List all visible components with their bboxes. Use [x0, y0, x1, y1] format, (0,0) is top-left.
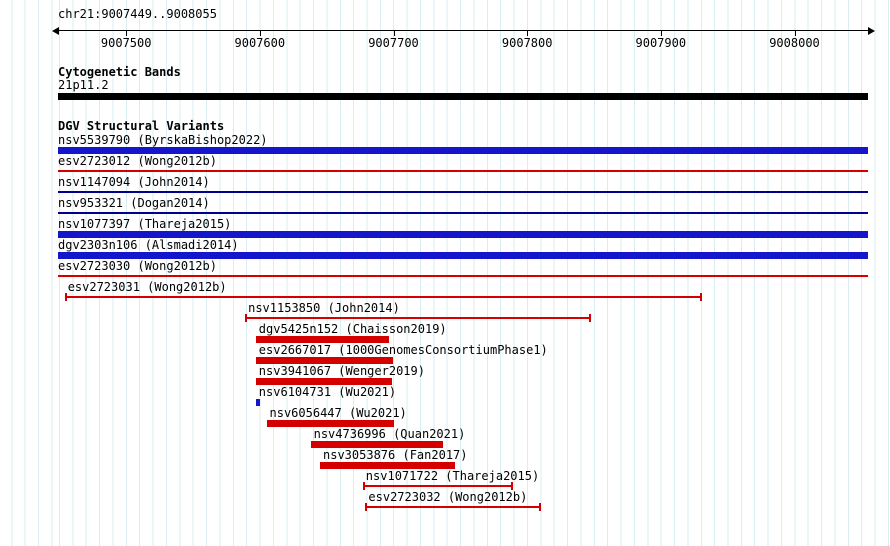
left-arrow-icon — [52, 27, 59, 35]
variant-end-tick — [700, 293, 703, 301]
variant-end-tick — [365, 503, 368, 511]
variant-end-tick — [64, 293, 67, 301]
variant-end-tick — [245, 314, 248, 322]
variant-bar[interactable] — [255, 378, 393, 385]
axis-tick-label: 9007600 — [234, 36, 286, 50]
axis-tick-label: 9007500 — [100, 36, 152, 50]
variant-bar[interactable] — [320, 462, 455, 469]
variant-bar[interactable] — [255, 357, 394, 364]
variant-bar[interactable] — [58, 231, 868, 238]
axis-tick — [126, 30, 128, 36]
variant-label[interactable]: nsv953321 (Dogan2014) — [58, 196, 210, 210]
variant-bar[interactable] — [64, 296, 703, 298]
variant-bar[interactable] — [310, 441, 443, 448]
variant-bar[interactable] — [362, 485, 513, 487]
variant-label[interactable]: nsv1071722 (Thareja2015) — [365, 469, 540, 483]
axis-tick — [794, 30, 796, 36]
variant-label[interactable]: esv2667017 (1000GenomesConsortiumPhase1) — [258, 343, 548, 357]
variant-end-tick — [538, 503, 541, 511]
axis-tick-label: 9008000 — [769, 36, 820, 50]
variant-bar[interactable] — [58, 275, 868, 277]
variant-label[interactable]: nsv1147094 (John2014) — [58, 175, 210, 189]
variant-label[interactable]: esv2723032 (Wong2012b) — [368, 490, 528, 504]
variant-bar[interactable] — [245, 317, 592, 319]
variant-end-tick — [510, 482, 513, 490]
axis-line — [58, 30, 868, 31]
variant-label[interactable]: esv2723031 (Wong2012b) — [67, 280, 227, 294]
axis-tick — [527, 30, 529, 36]
region-label: chr21:9007449..9008055 — [58, 7, 217, 21]
variant-bar[interactable] — [255, 399, 260, 406]
variant-label[interactable]: nsv4736996 (Quan2021) — [313, 427, 466, 441]
variant-bar[interactable] — [58, 170, 868, 172]
axis-tick-label: 9007800 — [501, 36, 553, 50]
variant-label[interactable]: dgv5425n152 (Chaisson2019) — [258, 322, 447, 336]
variant-label[interactable]: esv2723012 (Wong2012b) — [58, 154, 217, 168]
axis-tick — [660, 30, 662, 36]
right-arrow-icon — [868, 27, 875, 35]
axis-tick — [259, 30, 261, 36]
variant-bar[interactable] — [58, 212, 868, 214]
cytoband-label: 21p11.2 — [58, 78, 109, 92]
variant-label[interactable]: nsv6056447 (Wu2021) — [269, 406, 407, 420]
variant-bar[interactable] — [255, 336, 390, 343]
cytoband-bar — [58, 93, 868, 100]
variant-label[interactable]: nsv5539790 (ByrskaBishop2022) — [58, 133, 268, 147]
variant-label[interactable]: dgv2303n106 (Alsmadi2014) — [58, 238, 239, 252]
axis-tick — [393, 30, 395, 36]
variant-label[interactable]: esv2723030 (Wong2012b) — [58, 259, 217, 273]
axis-tick-label: 9007700 — [368, 36, 419, 50]
variant-bar[interactable] — [266, 420, 394, 427]
variant-end-tick — [362, 482, 365, 490]
variant-label[interactable]: nsv1077397 (Thareja2015) — [58, 217, 232, 231]
variant-label[interactable]: nsv3053876 (Fan2017) — [323, 448, 468, 462]
axis-tick-label: 9007900 — [635, 36, 687, 50]
variant-label[interactable]: nsv3941067 (Wenger2019) — [258, 364, 425, 378]
variant-bar[interactable] — [365, 506, 541, 508]
variant-end-tick — [589, 314, 592, 322]
dgv-variants-title: DGV Structural Variants — [58, 119, 225, 133]
cytogenetic-bands-title: Cytogenetic Bands — [58, 65, 181, 79]
variant-bar[interactable] — [58, 191, 868, 193]
variant-label[interactable]: nsv1153850 (John2014) — [248, 301, 400, 315]
variant-label[interactable]: nsv6104731 (Wu2021) — [258, 385, 397, 399]
variant-bar[interactable] — [58, 147, 868, 154]
variant-bar[interactable] — [58, 252, 868, 259]
